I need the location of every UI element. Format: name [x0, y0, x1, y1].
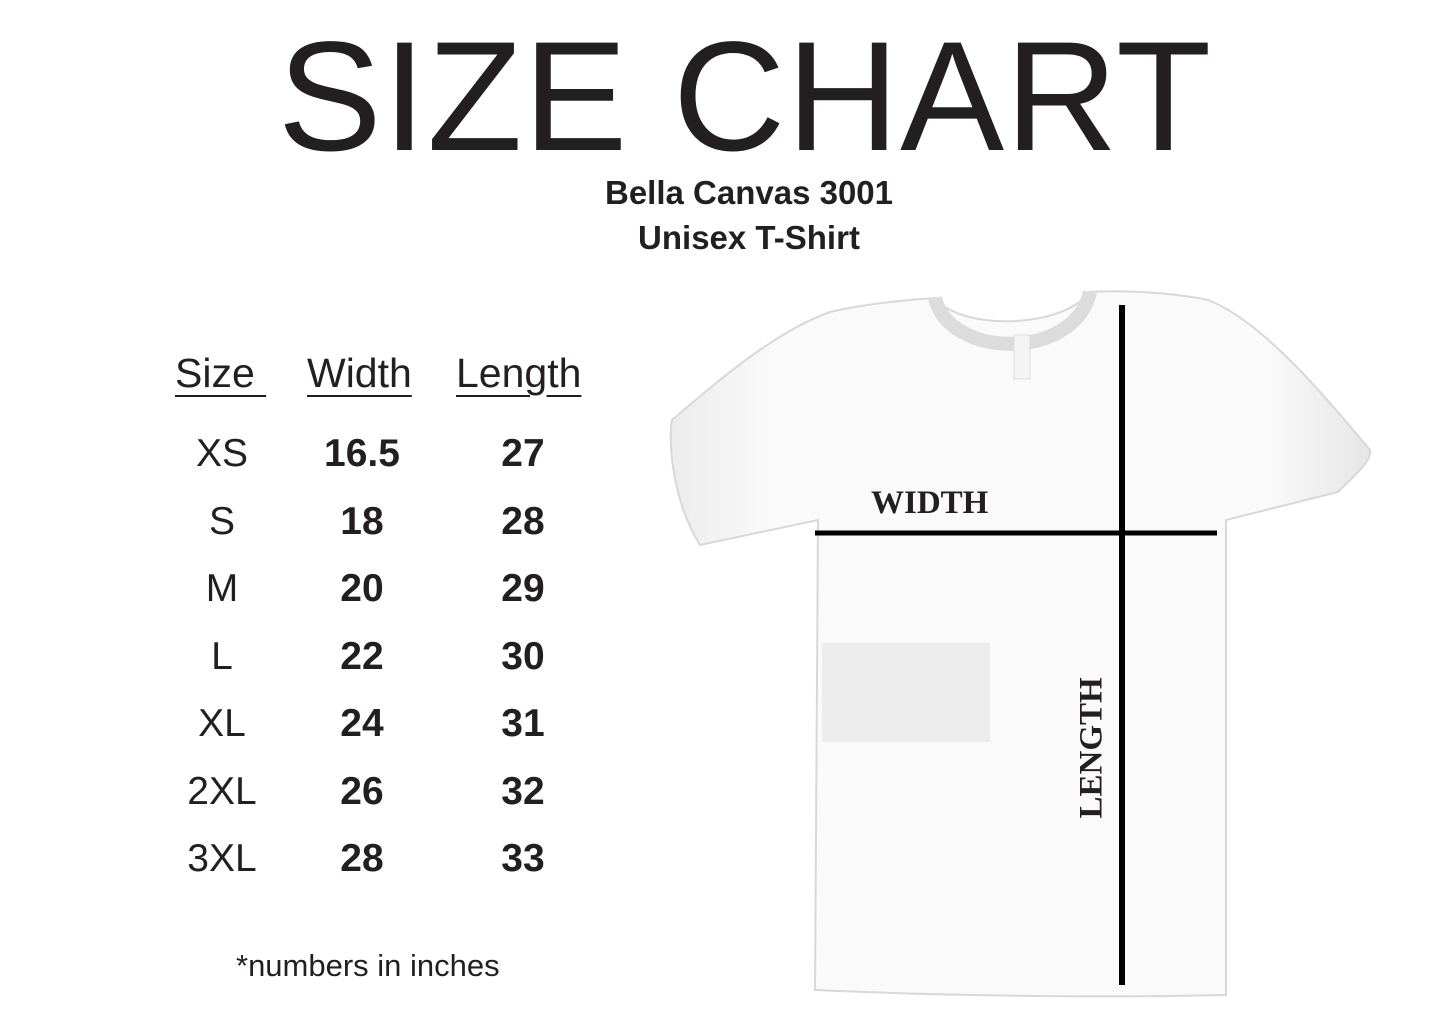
- cell-size: M: [205, 567, 239, 610]
- cell-size: L: [211, 634, 233, 678]
- cell-length: 31: [501, 702, 545, 745]
- header-width: Width: [307, 350, 412, 396]
- length-label: LENGTH: [1073, 677, 1110, 819]
- cell-size: 3XL: [187, 837, 257, 880]
- cell-size: 2XL: [187, 769, 257, 813]
- neck-label: [1013, 334, 1031, 380]
- width-label: WIDTH: [871, 485, 989, 521]
- units-note: *numbers in inches: [236, 948, 500, 983]
- collar: [928, 289, 1097, 351]
- cell-length: 33: [501, 837, 545, 880]
- cell-length: 29: [501, 567, 545, 610]
- page-title: SIZE CHART: [277, 10, 1213, 184]
- cell-size: S: [208, 499, 235, 543]
- cell-width: 22: [340, 634, 384, 678]
- cell-width: 16.5: [324, 432, 400, 475]
- tshirt-shape: [669, 290, 1372, 998]
- cell-width: 20: [340, 567, 384, 610]
- product-name: Bella Canvas 3001: [604, 174, 894, 211]
- cell-length: 30: [501, 634, 545, 678]
- gray-patch: [822, 643, 990, 742]
- cell-length: 32: [501, 769, 545, 813]
- cell-width: 24: [340, 702, 384, 745]
- header-size: Size: [175, 350, 267, 396]
- cell-width: 18: [340, 499, 384, 543]
- cell-width: 26: [340, 769, 384, 813]
- header-length: Length: [456, 350, 582, 396]
- cell-width: 28: [340, 837, 384, 880]
- cell-length: 27: [501, 432, 545, 475]
- cell-size: XS: [195, 432, 249, 475]
- cell-size: XL: [198, 702, 246, 745]
- product-type: Unisex T-Shirt: [638, 219, 860, 256]
- cell-length: 28: [501, 499, 545, 543]
